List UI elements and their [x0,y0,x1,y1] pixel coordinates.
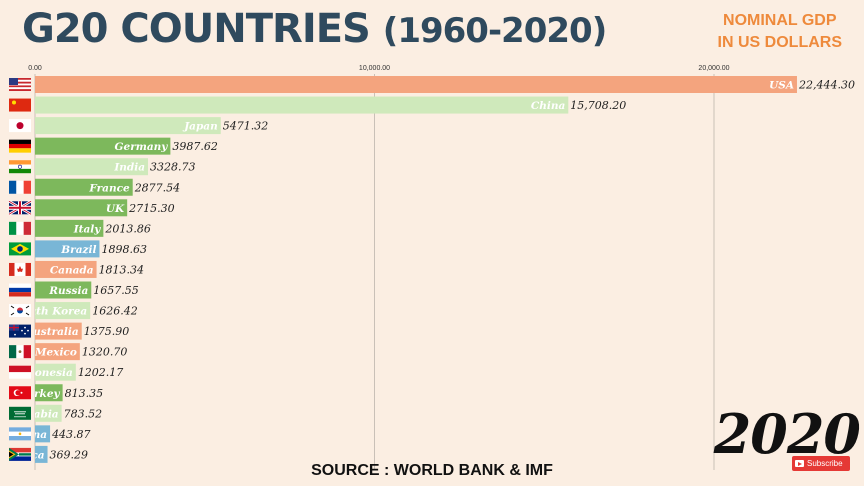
title-years: (1960-2020) [382,11,607,51]
bar-layer: USA 22,444.30 China 15,708.20 Japan 5471.32 Ge… [0,76,855,463]
value-label: 3987.62 [172,140,218,153]
bar-argentina [35,425,51,443]
brazil-flag-icon [9,242,31,256]
value-label: 783.52 [64,407,103,420]
south-africa-flag-icon [9,447,31,461]
bar-label: Argentina [0,429,47,441]
value-label: 2013.86 [104,222,151,235]
bar-label: Germany [115,141,169,153]
bar-japan [35,117,221,135]
value-label: 1813.34 [99,263,145,276]
chart-title: G20 COUNTRIES (1960-2020) [22,6,607,52]
argentina-flag-icon [9,427,31,441]
value-label: 369.29 [50,448,89,461]
bar-label: Brazil [60,244,96,256]
value-label: 1657.55 [93,284,139,297]
bar-france [35,178,133,196]
value-label: 22,444.30 [798,79,855,92]
turkey-flag-icon [9,386,31,400]
value-label: 15,708.20 [570,99,626,112]
bar-russia [35,281,92,299]
bar-label: USA [769,80,794,92]
saudi-arabia-flag-icon [9,406,31,420]
bar-label: India [113,162,145,174]
tick-label: 10,000.00 [359,65,390,72]
south-korea-flag-icon [9,304,31,318]
value-label: 813.35 [65,387,104,400]
bar-indonesia [35,363,76,381]
bar-label: Indonesia [14,367,73,379]
subscribe-label: Subscribe [807,459,843,468]
bar-south-korea [35,302,91,320]
subscribe-button[interactable]: Subscribe [792,456,850,471]
australia-flag-icon [9,324,31,338]
bar-usa [35,76,797,93]
bar-saudi-arabia [35,404,62,422]
japan-flag-icon [9,119,31,133]
value-label: 1375.90 [84,325,130,338]
bar-label: Canada [50,264,94,276]
bar-uk [35,199,128,217]
italy-flag-icon [9,221,31,235]
bar-canada [35,260,97,278]
unit-line-2: IN US DOLLARS [717,34,842,51]
value-label: 1626.42 [92,305,137,318]
bar-label: Italy [73,223,102,235]
value-label: 1898.63 [101,243,147,256]
value-label: 1320.70 [82,346,128,359]
france-flag-icon [9,180,31,194]
unit-label: NOMINAL GDP IN US DOLLARS [718,10,842,54]
bar-brazil [35,240,100,258]
tick-label: 0.00 [28,65,42,72]
year-label: 2020 [713,402,861,466]
value-label: 2877.54 [134,181,181,194]
bar-label: South Africa [0,449,45,461]
bar-india [35,158,149,176]
bar-label: Turkey [20,388,61,400]
bar-mexico [35,343,80,361]
bar-australia [35,322,82,340]
indonesia-flag-icon [9,365,31,379]
usa-flag-icon [9,78,31,91]
bar-italy [35,219,104,237]
bar-label: Mexico [34,347,77,359]
bar-label: Russia [48,285,88,297]
bar-south-africa [35,445,48,463]
bar-label: UK [106,203,125,215]
bar-label: China [531,100,566,112]
flag-layer [8,78,32,461]
bar-label: Australia [24,326,79,338]
source-label: SOURCE : WORLD BANK & IMF [311,462,553,479]
india-flag-icon [9,160,31,174]
bar-label: Saudi Arabia [0,408,59,420]
russia-flag-icon [9,283,31,297]
china-flag-icon [9,98,31,112]
unit-line-1: NOMINAL GDP [723,12,837,29]
value-label: 3328.73 [150,161,196,174]
value-label: 1202.17 [78,366,124,379]
value-label: 443.87 [51,428,90,441]
play-icon [795,460,804,467]
canada-flag-icon [9,262,31,276]
tick-label: 20,000.00 [698,65,729,72]
uk-flag-icon [8,200,32,216]
bar-label: France [88,182,130,194]
bar-china [35,96,569,114]
bar-label: South Korea [14,306,87,318]
value-label: 2715.30 [128,202,175,215]
value-label: 5471.32 [223,120,269,133]
bar-germany [35,137,171,155]
mexico-flag-icon [9,345,31,359]
bar-turkey [35,384,63,402]
title-main: G20 COUNTRIES [22,6,371,52]
germany-flag-icon [9,139,31,153]
bar-label: Japan [182,121,218,133]
